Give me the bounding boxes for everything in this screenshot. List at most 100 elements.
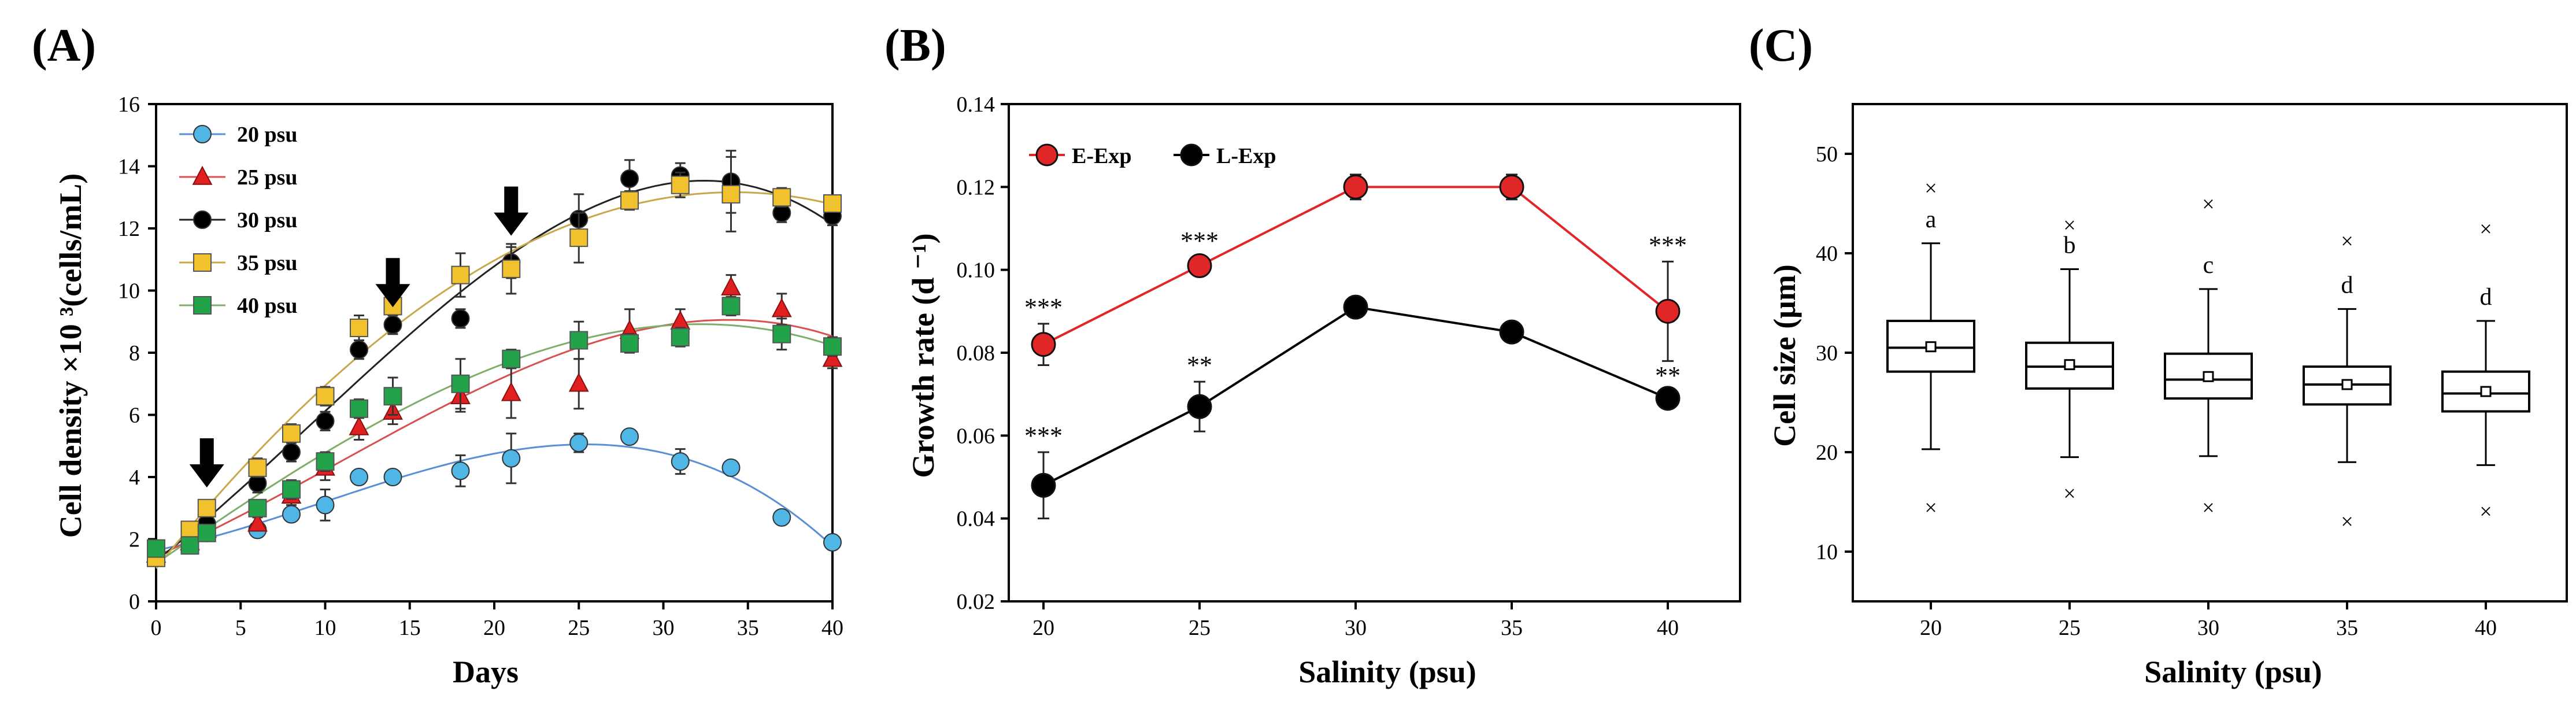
panel-c-max-marker: × <box>2202 193 2214 217</box>
panel-a-point-s3 <box>823 194 842 213</box>
panel-b-chart: Salinity (psu) Growth rate (d ⁻¹) 20 25 30… <box>906 93 1741 689</box>
panel-b-point-L-Exp <box>1655 386 1681 411</box>
panel-a-point-s3 <box>772 188 791 207</box>
arrow-down-icon <box>189 438 224 487</box>
panel-c-min-marker: × <box>1924 496 1937 520</box>
panel-a-x-tick-label: 40 <box>821 616 843 640</box>
panel-b-x-tick-label: 30 <box>1345 616 1367 640</box>
panel-a-x-tick-label: 35 <box>737 616 759 640</box>
panel-c-min-marker: × <box>2063 482 2075 506</box>
panel-label-c: (C) <box>1749 20 1813 71</box>
panel-b-legend-label: E-Exp <box>1072 144 1131 168</box>
panel-b-point-L-Exp <box>1031 472 1056 498</box>
panel-a-x-tick-label: 5 <box>235 616 246 640</box>
panel-label-b: (B) <box>884 20 946 71</box>
panel-a-y-tick-label: 0 <box>129 590 140 614</box>
panel-c-mean <box>2203 371 2214 382</box>
panel-label-a: (A) <box>32 20 96 71</box>
panel-b-x-tick-label: 35 <box>1501 616 1523 640</box>
panel-b-y-tick-label: 0.06 <box>957 424 995 448</box>
panel-a-point-s3 <box>197 498 216 518</box>
panel-a-point-s0 <box>282 505 301 524</box>
panel-b-legend-label: L-Exp <box>1216 144 1276 168</box>
panel-b-line-L-Exp <box>1043 306 1668 487</box>
panel-c-min-marker: × <box>2341 509 2353 534</box>
panel-a-legend-marker <box>193 210 212 229</box>
panel-a-fit-2 <box>156 179 833 561</box>
panel-b-y-tick-label: 0.08 <box>957 341 995 365</box>
panel-a-fit-4 <box>156 323 833 564</box>
panel-a-point-s4 <box>180 536 199 555</box>
panel-b-y-tick-label: 0.10 <box>957 258 995 283</box>
panel-a-point-s4 <box>282 480 301 499</box>
panel-a-point-s3 <box>248 458 267 477</box>
panel-a-point-s0 <box>502 449 521 468</box>
panel-b-point-E-Exp <box>1031 332 1056 357</box>
panel-a-x-tick-label: 0 <box>151 616 162 640</box>
panel-a-point-s1 <box>771 298 792 317</box>
panel-a-point-s3 <box>671 175 690 194</box>
panel-c-min-marker: × <box>2202 496 2214 520</box>
panel-a-y-tick-label: 12 <box>118 217 140 241</box>
panel-a-point-s0 <box>823 533 842 552</box>
panel-c-x-tick-label: 35 <box>2336 616 2358 640</box>
panel-b-point-L-Exp <box>1499 319 1524 345</box>
panel-a-y-tick-label: 6 <box>129 404 140 428</box>
panel-a-point-s1 <box>247 512 268 532</box>
panel-a-y-tick-label: 2 <box>129 528 140 552</box>
panel-c-y-tick-label: 30 <box>1816 341 1838 365</box>
panel-b-significance-label: ** <box>1655 361 1681 390</box>
panel-a-legend-marker <box>193 253 212 272</box>
panel-b-point-E-Exp <box>1655 298 1681 324</box>
panel-a-legend-marker <box>193 296 212 315</box>
panel-a-point-s4 <box>620 334 639 353</box>
panel-a-point-s4 <box>823 337 842 356</box>
panel-a-point-s4 <box>451 374 470 393</box>
panel-c-group-letter: d <box>2341 272 2353 298</box>
panel-a-point-s4 <box>671 328 690 347</box>
panel-a-point-s2 <box>282 443 301 461</box>
panel-a-y-tick-label: 10 <box>118 279 140 304</box>
panel-a-point-s0 <box>671 452 690 471</box>
panel-a-point-s1 <box>349 416 369 435</box>
panel-a-x-tick-label: 10 <box>314 616 336 640</box>
panel-a-point-s1 <box>670 310 691 330</box>
arrow-down-icon <box>375 258 410 308</box>
panel-c-max-marker: × <box>2341 229 2353 253</box>
panel-a-point-s4 <box>569 331 589 350</box>
panel-a-point-s4 <box>248 498 267 518</box>
panel-a-point-s1 <box>721 276 741 295</box>
panel-a-xlabel: Days <box>453 655 519 689</box>
panel-c-max-marker: × <box>1924 176 1937 201</box>
panel-a-point-s3 <box>282 424 301 443</box>
arrow-down-icon <box>494 186 529 236</box>
panel-a-point-s0 <box>569 433 589 452</box>
panel-a-fit-3 <box>155 191 833 569</box>
panel-c-xlabel: Salinity (psu) <box>2144 655 2322 689</box>
panel-a-legend-marker <box>192 165 213 185</box>
panel-a-x-tick-label: 20 <box>483 616 505 640</box>
panel-a-chart: Days Cell density ×10 ³(cells/mL) 0 5 10 15… <box>53 93 843 689</box>
panel-b-significance-label: ** <box>1187 351 1212 379</box>
panel-b-y-tick-label: 0.02 <box>957 590 995 614</box>
panel-b-significance-label: *** <box>1649 231 1687 259</box>
panel-b-x-tick-label: 40 <box>1657 616 1679 640</box>
panel-a-ylabel: Cell density ×10 ³(cells/mL) <box>53 173 88 538</box>
panel-a-point-s0 <box>316 496 335 515</box>
panel-a-point-s1 <box>568 372 589 392</box>
panel-c-mean <box>1925 341 1937 353</box>
panel-b-line-E-Exp <box>1043 186 1669 346</box>
panel-c-mean <box>2480 386 2492 397</box>
panel-a-point-s2 <box>350 340 368 359</box>
panel-c-x-tick-label: 25 <box>2059 616 2081 640</box>
panel-c-x-tick-label: 30 <box>2197 616 2219 640</box>
panel-a-point-s0 <box>350 468 368 486</box>
panel-c-y-tick-label: 10 <box>1816 540 1838 564</box>
panel-a-point-s3 <box>721 184 741 204</box>
panel-a-point-s2 <box>383 315 402 334</box>
panel-a-point-s4 <box>147 539 165 558</box>
panel-b-point-L-Exp <box>1343 294 1368 320</box>
panel-a-point-s4 <box>721 297 741 316</box>
panel-b-x-tick-label: 20 <box>1032 616 1054 640</box>
